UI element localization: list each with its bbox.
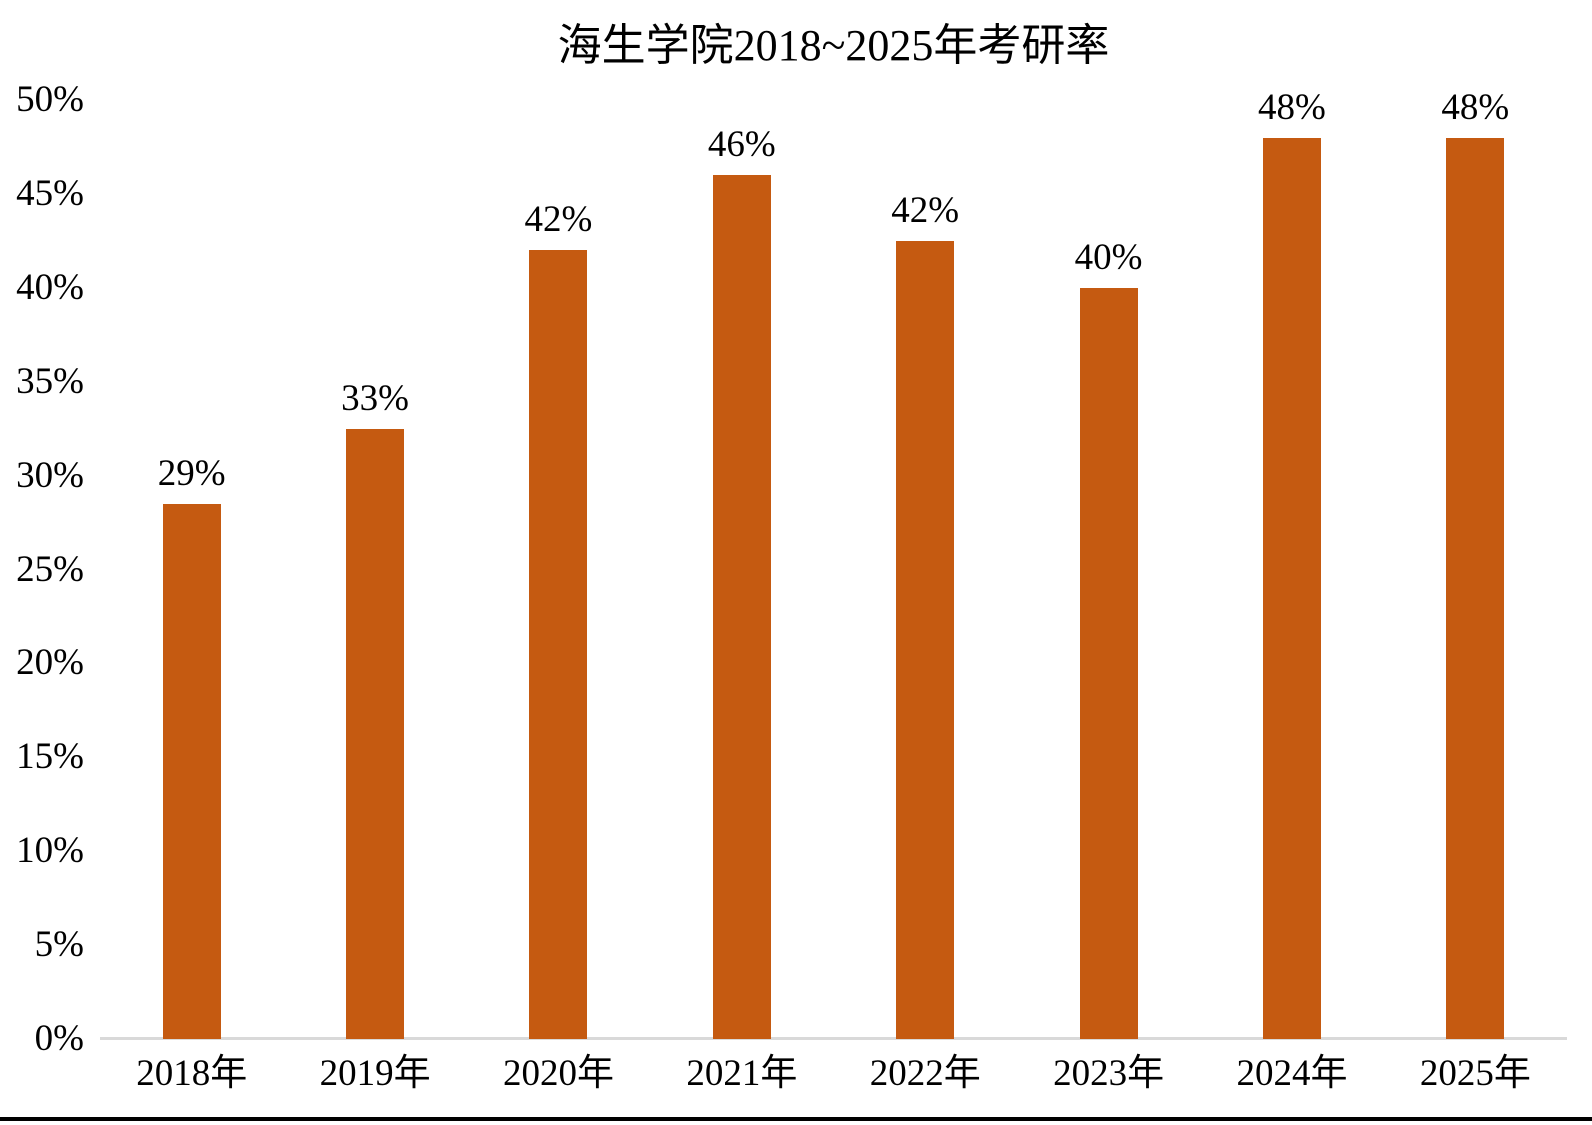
- bar-2019年: [346, 428, 405, 1039]
- y-axis-tick-label: 50%: [16, 79, 84, 120]
- y-axis-tick-label: 15%: [16, 736, 84, 778]
- y-axis-tick-label: 5%: [34, 924, 84, 966]
- x-axis-category-label: 2019年: [319, 1053, 431, 1094]
- x-axis-category-label: 2021年: [686, 1053, 798, 1094]
- x-axis-category-label: 2025年: [1419, 1053, 1531, 1094]
- y-axis-tick-label: 35%: [16, 360, 84, 402]
- bar-2020年: [529, 250, 588, 1039]
- x-axis-category-label: 2018年: [136, 1053, 248, 1094]
- bar-2021年: [712, 175, 771, 1039]
- bar-value-label: 42%: [891, 189, 960, 231]
- x-axis-category-label: 2024年: [1236, 1053, 1348, 1094]
- y-axis-tick-label: 40%: [16, 266, 84, 308]
- y-axis-tick-label: 0%: [34, 1018, 84, 1059]
- bar-2024年: [1262, 137, 1321, 1039]
- bar-value-label: 33%: [341, 377, 409, 419]
- bar-2025年: [1446, 137, 1505, 1039]
- bar-value-label: 46%: [707, 124, 776, 166]
- bar-value-label: 48%: [1258, 86, 1326, 128]
- chart-title: 海生学院2018~2025年考研率: [557, 21, 1110, 70]
- y-axis-tick-label: 10%: [16, 830, 84, 872]
- x-axis-category-label: 2023年: [1053, 1053, 1165, 1094]
- bar-value-label: 48%: [1441, 86, 1510, 128]
- bar-2023年: [1079, 287, 1138, 1039]
- x-axis-category-label: 2020年: [502, 1053, 614, 1094]
- bar-2018年: [162, 503, 221, 1039]
- bar-2022年: [896, 240, 955, 1039]
- y-axis-tick-label: 20%: [16, 642, 84, 684]
- y-axis-tick-label: 45%: [16, 172, 84, 214]
- x-axis-line: [100, 1037, 1567, 1040]
- bar-value-label: 29%: [157, 452, 226, 494]
- bar-value-label: 42%: [524, 199, 593, 241]
- y-axis-tick-label: 30%: [16, 454, 84, 496]
- bottom-border-rule: [0, 1117, 1592, 1121]
- y-axis-tick-label: 25%: [16, 548, 84, 590]
- bar-value-label: 40%: [1074, 236, 1143, 278]
- x-axis-category-label: 2022年: [869, 1053, 981, 1094]
